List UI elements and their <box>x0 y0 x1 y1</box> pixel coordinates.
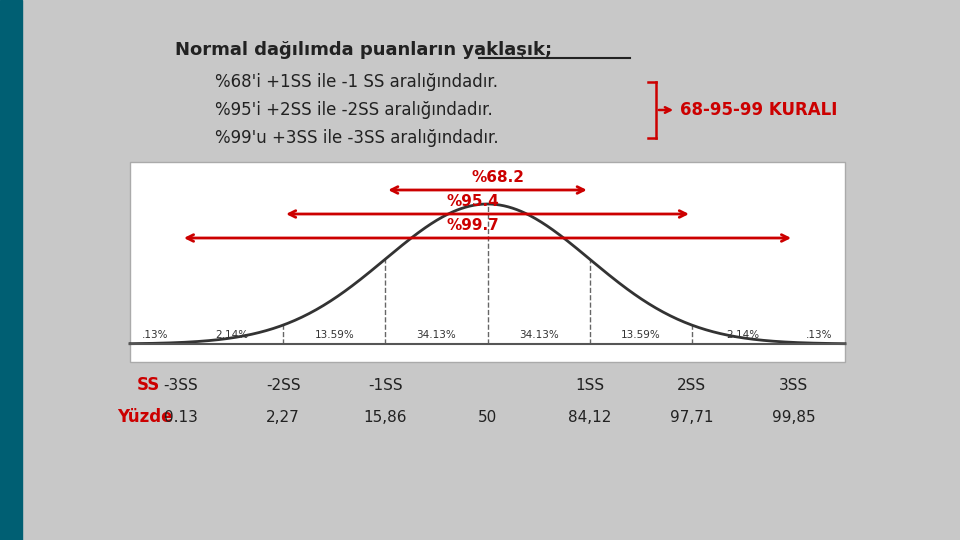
Text: %68.2: %68.2 <box>471 170 524 185</box>
Text: %99'u +3SS ile -3SS aralığındadır.: %99'u +3SS ile -3SS aralığındadır. <box>215 129 498 147</box>
Text: %95.4: %95.4 <box>446 194 499 209</box>
Text: Normal dağılımda puanların yaklaşık;: Normal dağılımda puanların yaklaşık; <box>175 41 552 59</box>
Text: 68-95-99 KURALI: 68-95-99 KURALI <box>680 101 837 119</box>
Text: 0.13: 0.13 <box>164 409 198 424</box>
Text: 2SS: 2SS <box>677 377 707 393</box>
Text: -2SS: -2SS <box>266 377 300 393</box>
Text: 34.13%: 34.13% <box>518 330 559 340</box>
Text: %99.7: %99.7 <box>446 218 499 233</box>
Text: 84,12: 84,12 <box>568 409 612 424</box>
Text: SS: SS <box>136 376 159 394</box>
Text: 97,71: 97,71 <box>670 409 713 424</box>
Text: 2.14%: 2.14% <box>727 330 759 340</box>
Text: %95'i +2SS ile -2SS aralığındadır.: %95'i +2SS ile -2SS aralığındadır. <box>215 101 492 119</box>
Text: 3SS: 3SS <box>780 377 808 393</box>
Text: 13.59%: 13.59% <box>621 330 660 340</box>
Text: 99,85: 99,85 <box>772 409 816 424</box>
Text: 1SS: 1SS <box>575 377 604 393</box>
Text: Yüzde: Yüzde <box>117 408 173 426</box>
Bar <box>0 0 22 540</box>
Text: -3SS: -3SS <box>164 377 199 393</box>
Text: 15,86: 15,86 <box>364 409 407 424</box>
Text: 2,27: 2,27 <box>266 409 300 424</box>
Text: .13%: .13% <box>142 330 169 340</box>
Text: .13%: .13% <box>806 330 832 340</box>
Text: %68'i +1SS ile -1 SS aralığındadır.: %68'i +1SS ile -1 SS aralığındadır. <box>215 73 498 91</box>
Text: 50: 50 <box>478 409 497 424</box>
Bar <box>130 162 845 362</box>
Text: 34.13%: 34.13% <box>417 330 456 340</box>
Text: -1SS: -1SS <box>368 377 402 393</box>
Text: 2.14%: 2.14% <box>216 330 249 340</box>
Text: 13.59%: 13.59% <box>315 330 354 340</box>
